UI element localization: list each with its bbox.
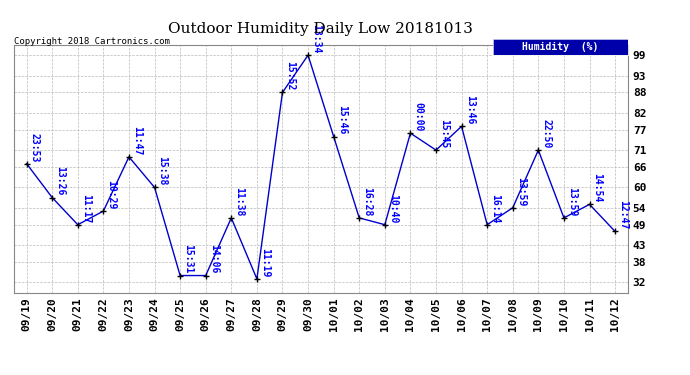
Text: 13:34: 13:34 — [311, 24, 321, 54]
Text: 15:45: 15:45 — [439, 119, 449, 148]
Text: 11:47: 11:47 — [132, 126, 142, 155]
Text: 14:06: 14:06 — [209, 244, 219, 274]
Text: 15:46: 15:46 — [337, 105, 346, 135]
Text: Copyright 2018 Cartronics.com: Copyright 2018 Cartronics.com — [14, 38, 170, 46]
Text: 00:00: 00:00 — [413, 102, 424, 132]
Text: 13:46: 13:46 — [464, 95, 475, 124]
Text: 12:47: 12:47 — [618, 200, 628, 230]
Text: 13:59: 13:59 — [516, 177, 526, 206]
Text: 15:31: 15:31 — [183, 244, 193, 274]
Title: Outdoor Humidity Daily Low 20181013: Outdoor Humidity Daily Low 20181013 — [168, 22, 473, 36]
Text: 13:59: 13:59 — [567, 187, 577, 216]
Text: 16:14: 16:14 — [490, 194, 500, 223]
Text: 10:29: 10:29 — [106, 180, 117, 209]
Text: 16:28: 16:28 — [362, 187, 373, 216]
Text: 14:54: 14:54 — [593, 173, 602, 202]
Text: 23:53: 23:53 — [30, 133, 39, 162]
Text: 11:19: 11:19 — [260, 248, 270, 277]
Text: 11:17: 11:17 — [81, 194, 91, 223]
Text: 15:52: 15:52 — [286, 62, 295, 91]
Text: 10:40: 10:40 — [388, 194, 398, 223]
Text: 11:38: 11:38 — [235, 187, 244, 216]
Text: 15:38: 15:38 — [157, 156, 168, 186]
Text: 22:50: 22:50 — [542, 119, 551, 148]
Text: 13:26: 13:26 — [55, 166, 66, 196]
